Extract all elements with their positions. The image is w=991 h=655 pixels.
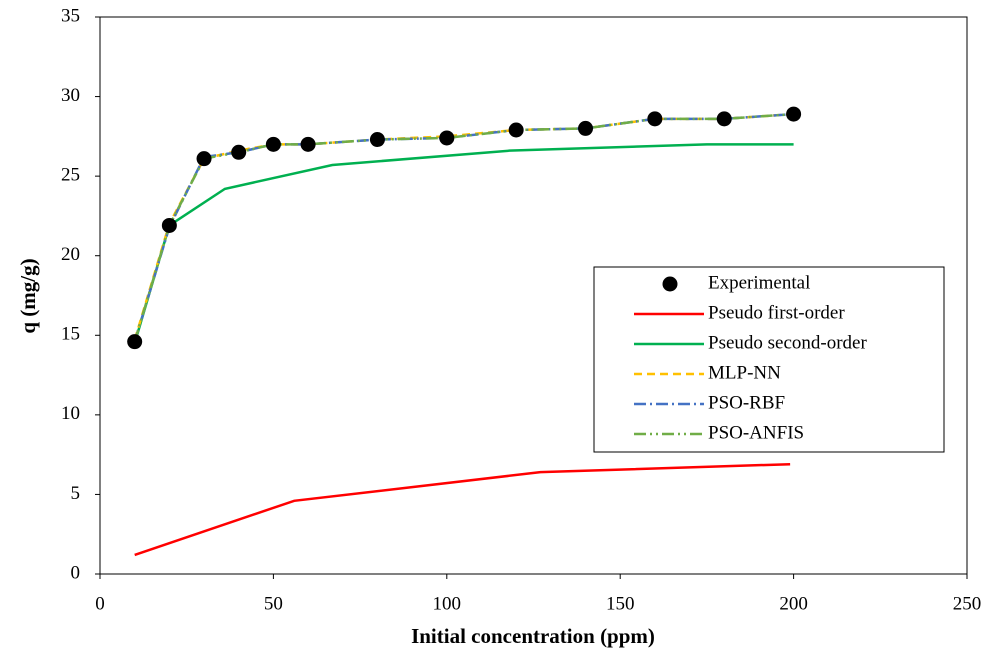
legend-label: Pseudo second-order [708,332,867,353]
x-tick-label: 100 [433,593,462,614]
data-point [647,111,663,127]
y-tick-label: 30 [61,85,80,106]
data-point [161,217,177,233]
plot-frame [99,16,968,575]
data-point [369,132,385,148]
data-point [300,136,316,152]
legend-box [593,266,945,453]
y-tick-label: 20 [61,244,80,265]
x-tick-label: 200 [779,593,808,614]
y-axis-title: q (mg/g) [16,258,40,333]
data-point [265,136,281,152]
x-tick-label: 0 [95,593,105,614]
data-point [786,106,802,122]
y-tick-label: 5 [71,483,81,504]
legend-label: PSO-ANFIS [708,422,804,443]
data-point [578,120,594,136]
y-tick-label: 15 [61,324,80,345]
x-tick-label: 250 [953,593,982,614]
legend-label: Pseudo first-order [708,302,845,323]
x-tick-label: 150 [606,593,635,614]
legend-marker [662,276,678,292]
y-tick-label: 35 [61,5,80,26]
data-point [508,122,524,138]
x-axis-title: Initial concentration (ppm) [411,624,655,648]
y-tick-label: 0 [71,562,81,583]
x-tick-label: 50 [264,593,283,614]
data-point [716,111,732,127]
legend-label: Experimental [708,272,810,293]
legend-label: MLP-NN [708,362,781,383]
legend-label: PSO-RBF [708,392,785,413]
data-point [231,144,247,160]
y-tick-label: 10 [61,403,80,424]
y-tick-label: 25 [61,165,80,186]
data-point [196,151,212,167]
series-line [134,462,791,557]
data-point [127,334,143,350]
data-point [439,130,455,146]
